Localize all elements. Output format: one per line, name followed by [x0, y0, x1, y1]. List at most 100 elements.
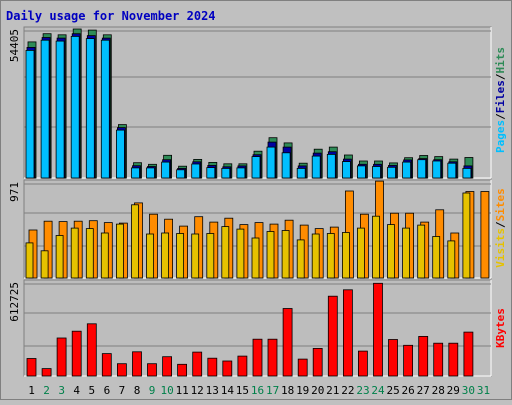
- bar-pages-17: [266, 146, 276, 179]
- bar-visits-3: [55, 235, 64, 279]
- bar-kbytes-14: [222, 360, 233, 377]
- bar-kbytes-9: [147, 363, 157, 377]
- bar-visits-4: [70, 227, 79, 279]
- x-tick-label: 6: [104, 384, 111, 397]
- bar-visits-11: [176, 233, 185, 279]
- y-max-label: 971: [8, 182, 21, 202]
- bar-kbytes-19: [297, 358, 308, 377]
- bar-visits-2: [40, 250, 49, 279]
- bar-pages-9: [146, 167, 155, 179]
- bar-visits-20: [311, 233, 320, 279]
- x-tick-label: 31: [477, 384, 490, 397]
- bar-pages-29: [447, 162, 457, 179]
- bar-kbytes-29: [448, 342, 459, 377]
- bar-pages-25: [387, 166, 396, 179]
- bar-kbytes-22: [342, 289, 353, 377]
- bar-kbytes-23: [357, 350, 368, 377]
- bar-pages-15: [236, 167, 246, 179]
- bar-visits-17: [266, 231, 275, 279]
- bar-pages-21: [326, 153, 336, 179]
- bar-visits-16: [251, 237, 260, 279]
- x-tick-label: 14: [221, 384, 235, 397]
- x-tick-label: 18: [281, 384, 294, 397]
- x-tick-label: 5: [88, 384, 95, 397]
- bar-pages-3: [55, 40, 65, 179]
- legend: Visits/Sites: [494, 188, 507, 268]
- x-tick-label: 21: [326, 384, 339, 397]
- bar-visits-9: [146, 233, 154, 279]
- bar-pages-26: [402, 161, 412, 179]
- x-tick-label: 29: [447, 384, 460, 397]
- x-tick-label: 27: [417, 384, 430, 397]
- bar-kbytes-25: [388, 339, 398, 377]
- bar-visits-5: [85, 228, 94, 279]
- x-tick-label: 3: [58, 384, 65, 397]
- legend-visits: Visits: [494, 228, 507, 268]
- bar-visits-19: [296, 239, 305, 279]
- bar-visits-29: [447, 240, 456, 279]
- bottom-panel: 612725 KBytes: [8, 279, 507, 377]
- x-tick-label: 22: [341, 384, 354, 397]
- x-tick-label: 30: [462, 384, 475, 397]
- bar-pages-8: [131, 167, 140, 179]
- bar-kbytes-4: [71, 330, 82, 377]
- bar-pages-10: [161, 161, 171, 179]
- bar-visits-15: [236, 228, 245, 279]
- bar-pages-5: [85, 38, 95, 179]
- x-tick-label: 12: [191, 384, 204, 397]
- x-tick-label: 13: [206, 384, 219, 397]
- bar-visits-10: [161, 232, 170, 279]
- bar-kbytes-21: [327, 295, 338, 377]
- legend-separator: /: [494, 73, 507, 80]
- bar-pages-19: [296, 167, 306, 179]
- bar-visits-25: [387, 224, 395, 279]
- bar-visits-12: [191, 233, 200, 279]
- bar-kbytes-27: [418, 335, 429, 377]
- bar-visits-23: [356, 227, 365, 279]
- x-tick-label: 28: [432, 384, 445, 397]
- bar-kbytes-16: [252, 338, 263, 377]
- bar-kbytes-17: [267, 338, 278, 377]
- x-tick-label: 1: [28, 384, 35, 397]
- bar-kbytes-10: [162, 356, 173, 377]
- x-tick-label: 15: [236, 384, 249, 397]
- bar-kbytes-28: [433, 342, 444, 377]
- bar-pages-11: [176, 169, 186, 179]
- bar-pages-13: [206, 167, 216, 179]
- bar-pages-14: [221, 167, 231, 179]
- middle-panel: 971 Visits/Sites: [8, 179, 507, 279]
- bar-pages-23: [356, 165, 366, 179]
- bar-visits-14: [221, 226, 230, 279]
- legend: Pages/Files/Hits: [494, 47, 507, 153]
- bar-kbytes-12: [192, 351, 203, 377]
- bar-visits-1: [25, 242, 34, 279]
- bar-kbytes-6: [101, 353, 112, 377]
- bar-sites-31: [480, 191, 490, 279]
- bar-pages-30: [462, 167, 472, 179]
- bar-pages-20: [311, 155, 321, 179]
- x-tick-label: 2: [43, 384, 50, 397]
- bar-pages-18: [281, 152, 291, 179]
- x-tick-label: 23: [356, 384, 369, 397]
- bar-kbytes-5: [86, 323, 97, 377]
- panels: 54405Pages/Files/Hits971Visits/Sites6127…: [8, 26, 507, 377]
- bar-kbytes-3: [56, 337, 67, 377]
- bar-pages-4: [70, 36, 80, 179]
- bar-kbytes-11: [177, 363, 188, 377]
- x-tick-label: 24: [371, 384, 385, 397]
- bar-visits-30: [462, 192, 471, 279]
- legend-separator: /: [494, 221, 507, 228]
- bar-kbytes-20: [312, 347, 323, 377]
- bar-visits-13: [206, 233, 215, 279]
- bar-pages-27: [417, 159, 427, 179]
- x-tick-label: 26: [401, 384, 414, 397]
- legend-kbytes: KBytes: [494, 308, 507, 348]
- legend-sites: Sites: [494, 188, 507, 221]
- bar-pages-24: [372, 166, 381, 179]
- x-tick-label: 7: [119, 384, 126, 397]
- bar-visits-22: [341, 232, 350, 279]
- x-tick-label: 17: [266, 384, 279, 397]
- legend: KBytes: [494, 308, 507, 348]
- chart-title: Daily usage for November 2024: [6, 9, 216, 23]
- bar-kbytes-18: [282, 308, 293, 377]
